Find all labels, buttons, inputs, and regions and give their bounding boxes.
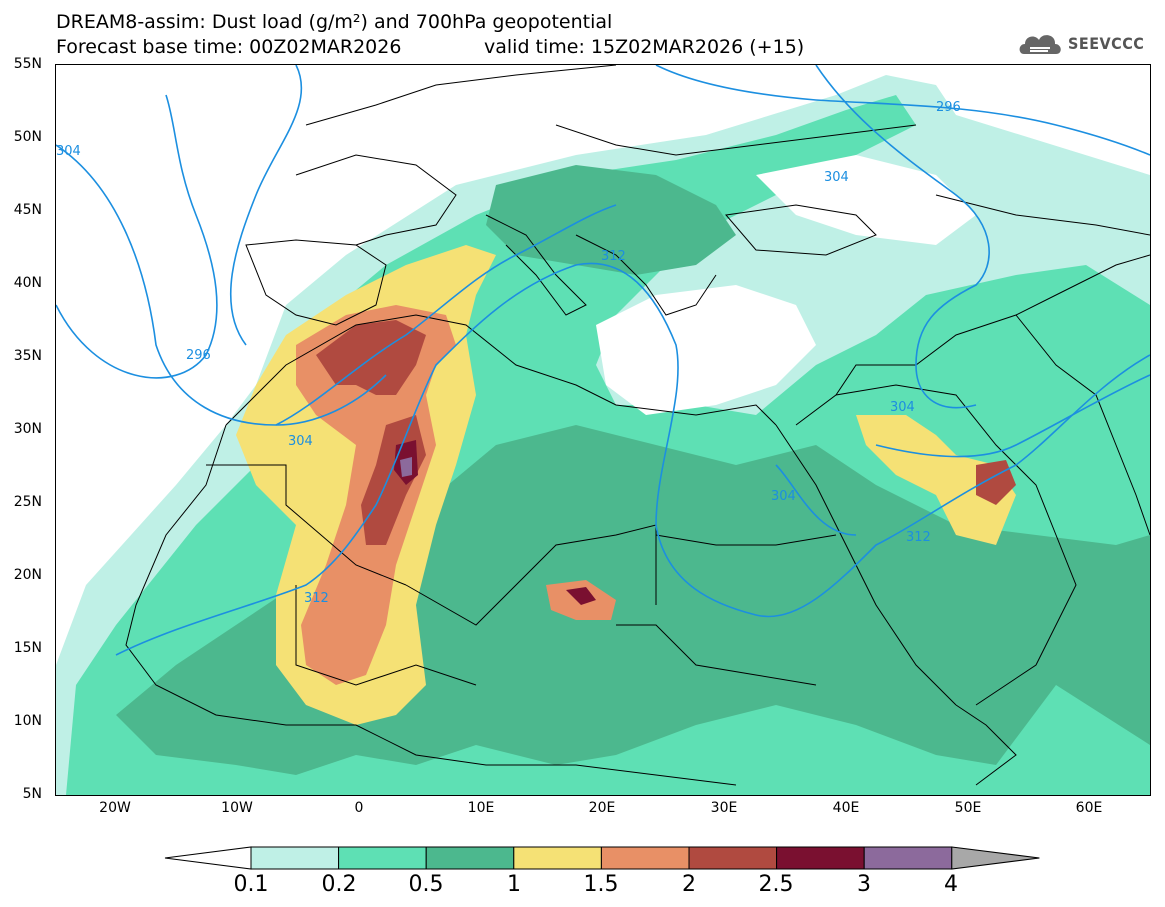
title-line-1: DREAM8-assim: Dust load (g/m²) and 700hP… <box>56 11 613 33</box>
colorbar-segment <box>863 846 953 870</box>
colorbar-label: 2.5 <box>758 872 794 897</box>
border-europe-2 <box>555 124 917 156</box>
colorbar-segment <box>338 846 427 870</box>
contour-label: 304 <box>288 434 313 449</box>
colorbar-segment <box>688 846 778 870</box>
coast-africa-north <box>225 314 777 426</box>
contour-label: 296 <box>936 100 961 115</box>
colorbar-segment <box>250 846 340 870</box>
contour-label: 312 <box>906 530 931 545</box>
lon-label: 50E <box>954 800 982 816</box>
lon-label: 10W <box>221 800 253 816</box>
colorbar-label: 3 <box>857 872 871 897</box>
coast-france <box>295 154 457 246</box>
contour-label: 296 <box>186 348 211 363</box>
dust-band-1b <box>856 415 1016 545</box>
coast-blacksea <box>725 204 877 256</box>
colorbar-label: 2 <box>682 872 696 897</box>
valid-time: valid time: 15Z02MAR2026 (+15) <box>484 36 805 58</box>
lon-label: 40E <box>832 800 860 816</box>
border-iraq <box>835 254 1150 396</box>
dust-band-3 <box>400 457 412 477</box>
lat-label: 15N <box>13 640 42 656</box>
coast-iberia <box>245 239 387 326</box>
coast-redsea <box>775 424 957 706</box>
contour-296-b <box>229 65 303 346</box>
contour-304-b <box>275 204 617 426</box>
cloud-icon <box>1019 35 1061 54</box>
colorbar-label: 0.5 <box>408 872 444 897</box>
colorbar-segment <box>513 846 602 870</box>
contour-label: 312 <box>601 249 626 264</box>
clear-med <box>596 285 816 415</box>
colorbar-segments <box>164 846 1040 870</box>
dust-band-0-5b <box>486 165 736 275</box>
coast-italy <box>485 214 587 316</box>
colorbar-label: 1 <box>507 872 521 897</box>
lat-label: 25N <box>13 494 42 510</box>
contour-label: 312 <box>304 591 329 606</box>
dust-shading <box>56 75 1150 795</box>
colorbar-label: 0.2 <box>321 872 357 897</box>
border-sahara-3 <box>655 534 837 546</box>
colorbar <box>164 846 1040 870</box>
lat-label: 50N <box>13 129 42 145</box>
colorbar-segment <box>164 846 252 870</box>
coastlines <box>125 65 1150 786</box>
coast-horn <box>955 704 1017 786</box>
lat-label: 20N <box>13 567 42 583</box>
geopotential-contours <box>56 65 1150 656</box>
contour-304-e <box>875 374 1150 458</box>
contour-304-a <box>56 144 387 426</box>
lat-label: 55N <box>13 56 42 72</box>
colorbar-segment <box>776 846 865 870</box>
contour-296-c <box>655 65 1150 156</box>
border-central-1 <box>616 624 817 686</box>
contour-label: 304 <box>56 144 81 159</box>
colorbar-segment <box>425 846 515 870</box>
contour-labels: 304 296 304 312 312 304 312 304 296 304 <box>56 100 961 606</box>
lat-label: 35N <box>13 348 42 364</box>
border-europe-1 <box>305 65 617 126</box>
lon-label: 20W <box>99 800 131 816</box>
lon-label: 10E <box>467 800 495 816</box>
dust-band-2-5b <box>566 587 596 605</box>
colorbar-label: 4 <box>944 872 958 897</box>
map-canvas: 304 296 304 312 312 304 312 304 296 304 <box>56 65 1150 795</box>
contour-label: 304 <box>890 400 915 415</box>
contour-label: 304 <box>771 489 796 504</box>
border-sahara-1 <box>206 464 407 586</box>
border-sahara-2 <box>405 524 657 626</box>
lon-label: 20E <box>588 800 616 816</box>
colorbar-label: 0.1 <box>233 872 269 897</box>
clear-europe <box>756 155 976 245</box>
title-line-2: Forecast base time: 00Z02MAR2026 <box>56 36 402 58</box>
lat-label: 5N <box>22 786 42 802</box>
contour-304-c <box>775 464 857 536</box>
lat-label: 30N <box>13 421 42 437</box>
colorbar-label: 1.5 <box>583 872 619 897</box>
lat-label: 10N <box>13 713 42 729</box>
border-europe-3 <box>935 194 1150 236</box>
border-sahara-4 <box>295 585 477 686</box>
coast-africa-west <box>125 424 737 786</box>
border-iran <box>1015 314 1150 536</box>
contour-312-a <box>115 262 1150 656</box>
contour-304-d <box>815 65 990 409</box>
dust-map: 304 296 304 312 312 304 312 304 296 304 <box>55 64 1151 796</box>
coast-balkans <box>575 234 717 316</box>
lat-label: 40N <box>13 275 42 291</box>
contour-label: 304 <box>824 170 849 185</box>
colorbar-segment <box>600 846 690 870</box>
dust-band-2c <box>976 460 1016 505</box>
lon-label: 60E <box>1075 800 1103 816</box>
lon-label: 0 <box>354 800 364 816</box>
logo-text: SEEVCCC <box>1068 34 1145 53</box>
colorbar-segment <box>951 846 1040 870</box>
lon-label: 30E <box>710 800 738 816</box>
lat-label: 45N <box>13 202 42 218</box>
contour-296-a <box>56 94 218 379</box>
